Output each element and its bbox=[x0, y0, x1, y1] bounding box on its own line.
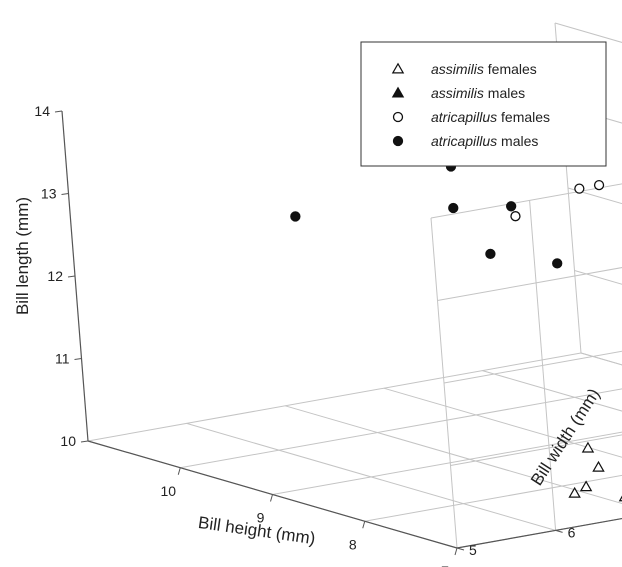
z-tick-label: 13 bbox=[41, 186, 57, 202]
open-circle-point bbox=[510, 211, 521, 222]
floor-grid-line bbox=[364, 474, 622, 522]
x-tick-mark bbox=[362, 521, 366, 529]
floor-grid-line bbox=[383, 387, 622, 458]
legend-label-open-triangle: assimilis females bbox=[431, 61, 537, 77]
y-tick-mark bbox=[555, 529, 563, 533]
floor-grid-line bbox=[87, 352, 582, 442]
x-tick-mark bbox=[270, 494, 273, 502]
floor-grid-line bbox=[180, 388, 622, 469]
y-axis-line bbox=[456, 517, 622, 549]
legend-marker-filled-circle bbox=[392, 135, 404, 147]
x-tick-label: 10 bbox=[160, 483, 176, 499]
y-tick-mark bbox=[456, 547, 465, 551]
open-triangle-point bbox=[568, 486, 581, 498]
filled-circle-point bbox=[290, 211, 301, 222]
filled-circle-point bbox=[485, 248, 496, 260]
legend: assimilis females assimilis males atricapi… bbox=[360, 41, 607, 167]
back-wall-grid-line bbox=[574, 270, 622, 285]
y-tick-label: 6 bbox=[568, 524, 576, 540]
x-tick-mark bbox=[177, 467, 181, 475]
side-wall-grid-line bbox=[437, 267, 622, 301]
legend-marker-filled-triangle bbox=[391, 86, 405, 98]
legend-label-filled-triangle: assimilis males bbox=[431, 85, 525, 101]
side-wall-grid-line bbox=[443, 350, 622, 384]
legend-box bbox=[360, 41, 607, 167]
x-tick-label: 9 bbox=[257, 510, 265, 526]
z-tick-label: 10 bbox=[60, 433, 76, 449]
open-triangle-point bbox=[618, 495, 622, 502]
open-circle-point bbox=[593, 179, 605, 191]
filled-circle-point bbox=[506, 201, 517, 212]
floor-grid-line bbox=[285, 405, 622, 504]
open-circle-point bbox=[574, 183, 585, 194]
x-tick-label: 8 bbox=[349, 536, 357, 552]
back-wall-grid-line bbox=[554, 22, 622, 43]
open-triangle-point bbox=[581, 441, 595, 453]
y-tick-label: 5 bbox=[469, 542, 477, 558]
z-tick-mark bbox=[80, 440, 89, 443]
open-triangle-point bbox=[592, 460, 605, 472]
axes-frame: 1098756789101011121314 bbox=[34, 103, 622, 567]
legend-marker-open-triangle bbox=[391, 62, 405, 74]
z-tick-mark bbox=[74, 358, 82, 360]
z-tick-label: 11 bbox=[55, 351, 70, 367]
legend-label-open-circle: atricapillus females bbox=[431, 109, 550, 125]
filled-circle-point bbox=[552, 258, 563, 269]
floor-grid-line bbox=[186, 422, 556, 531]
z-axis-label: Bill length (mm) bbox=[13, 197, 32, 315]
floor-grid-line bbox=[482, 370, 622, 412]
open-triangle-point bbox=[579, 480, 593, 492]
z-tick-mark bbox=[61, 193, 69, 195]
back-wall-grid-line bbox=[567, 187, 622, 205]
legend-label-filled-circle: atricapillus males bbox=[431, 133, 538, 149]
filled-circle-point bbox=[448, 202, 459, 214]
floor-grid-line bbox=[272, 431, 622, 495]
legend-marker-open-circle bbox=[392, 111, 404, 123]
z-tick-label: 12 bbox=[47, 268, 63, 284]
z-tick-mark bbox=[67, 275, 76, 278]
z-tick-mark bbox=[54, 110, 63, 113]
x-tick-label: 7 bbox=[441, 563, 449, 567]
z-tick-label: 14 bbox=[34, 103, 50, 119]
x-tick-mark bbox=[454, 547, 458, 556]
side-wall-grid-line bbox=[450, 434, 622, 466]
